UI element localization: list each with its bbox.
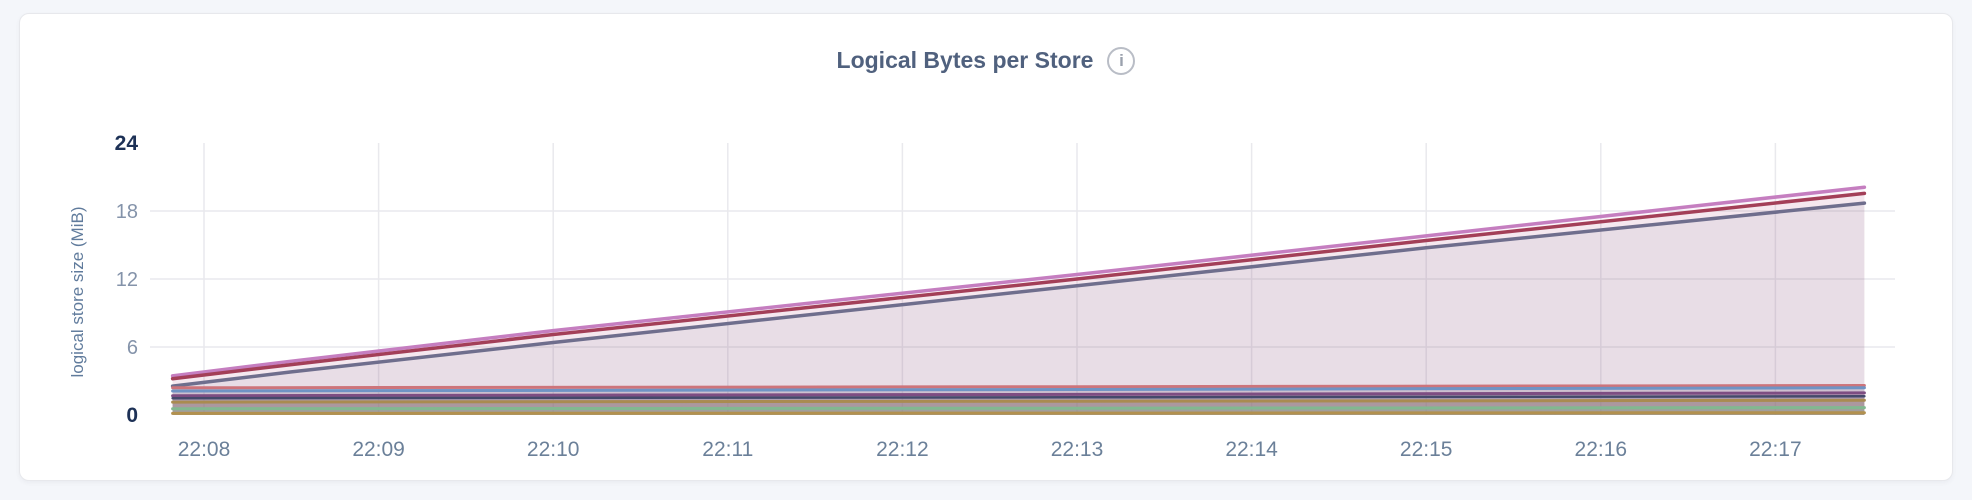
x-tick-label: 22:17 [1749,438,1802,461]
line-store-maroon [170,191,1867,381]
line-store-purple [171,391,1866,398]
y-tick-label: 0 [126,404,138,427]
line-store-khaki [171,398,1866,404]
info-icon[interactable]: i [1107,47,1136,75]
area-store-maroon [172,193,1865,415]
x-tick-label: 22:13 [1051,438,1104,461]
x-tick-label: 22:08 [178,438,231,461]
x-tick-label: 22:15 [1400,438,1453,461]
area-store-slate [172,203,1865,415]
x-tick-label: 22:14 [1225,438,1278,461]
x-tick-label: 22:11 [702,438,753,461]
chart-title: Logical Bytes per Store [836,47,1094,74]
line-store-salmon [171,384,1866,390]
x-tick-label: 22:16 [1575,438,1628,461]
chart-header: Logical Bytes per Store i [20,47,1952,75]
x-tick-label: 22:10 [527,438,580,461]
area-store-orchid [172,187,1865,415]
y-tick-label: 6 [127,337,138,359]
line-store-navy [171,395,1866,400]
line-store-slate [170,201,1867,388]
line-store-steelblue [171,386,1866,393]
line-store-green [171,406,1866,411]
x-tick-label: 22:12 [876,438,929,461]
x-tick-label: 22:09 [352,438,405,461]
line-store-gold [171,411,1866,415]
y-tick-label: 12 [116,269,138,291]
line-store-orchid [170,185,1867,378]
y-tick-label: 18 [116,201,138,223]
y-tick-label: 24 [115,132,139,155]
